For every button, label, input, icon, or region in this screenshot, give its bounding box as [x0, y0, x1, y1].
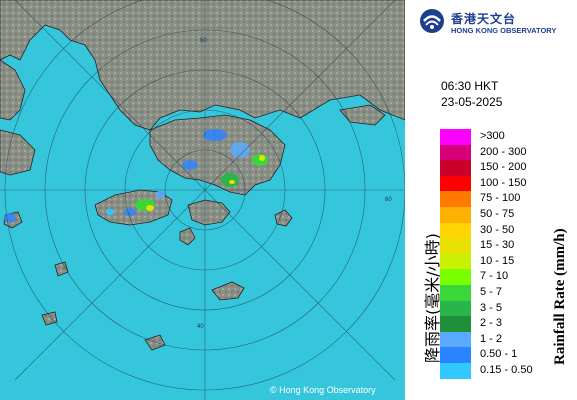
legend-label: 75 - 100 — [480, 192, 521, 205]
org-name-cn: 香港天文台 — [451, 12, 517, 26]
legend-row: 0.50 - 1 — [440, 347, 565, 363]
legend-swatch — [440, 269, 471, 285]
legend-swatch — [440, 331, 471, 348]
legend-swatch — [440, 175, 471, 192]
legend-row: 200 - 300 — [440, 144, 565, 161]
legend-label: 5 - 7 — [480, 285, 503, 298]
west-coast — [0, 59, 26, 121]
copyright-text: © Hong Kong Observatory — [270, 385, 376, 395]
legend-label: >300 — [480, 130, 505, 142]
svg-text:降雨率(毫米/小時): 降雨率(毫米/小時) — [423, 233, 442, 363]
hong-kong-land — [149, 114, 286, 196]
axis-label-en: Rainfall Rate (mm/h) — [552, 228, 568, 365]
observation-time: 06:30 HKT — [441, 79, 499, 93]
legend-swatch — [440, 238, 471, 254]
legend-swatch — [440, 129, 471, 145]
legend-row: 0.15 - 0.50 — [440, 362, 565, 379]
observatory-logo-icon — [420, 9, 444, 33]
axis-label-cn: 降雨率(毫米/小時) — [423, 233, 442, 363]
legend-row: 150 - 200 — [440, 160, 565, 176]
rainfall-legend: >300 200 - 300 150 - 200 100 - 150 75 - 100 5… — [440, 129, 565, 379]
legend-label: 200 - 300 — [480, 145, 527, 158]
rain-echoes — [4, 129, 268, 223]
legend-row: 30 - 50 — [440, 222, 565, 239]
legend-label: 7 - 10 — [480, 270, 509, 283]
hong-kong-island — [187, 199, 231, 226]
legend-row: 100 - 150 — [440, 175, 565, 192]
legend-label: 15 - 30 — [480, 239, 515, 252]
legend-panel: 香港天文台 HONG KONG OBSERVATORY 06:30 HKT 23… — [405, 0, 577, 400]
range-rings — [0, 0, 405, 400]
legend-row: 10 - 15 — [440, 253, 565, 270]
legend-row: >300 — [440, 129, 565, 145]
legend-label: 10 - 15 — [480, 254, 515, 267]
legend-label: 2 - 3 — [480, 317, 503, 330]
observation-date: 23-05-2025 — [441, 95, 503, 109]
svg-text:Rainfall Rate (mm/h): Rainfall Rate (mm/h) — [552, 228, 568, 365]
legend-row: 5 - 7 — [440, 284, 565, 301]
legend-swatch — [440, 191, 471, 207]
legend-row: 2 - 3 — [440, 316, 565, 332]
legend-swatch — [440, 347, 471, 363]
legend-label: 30 - 50 — [480, 223, 515, 236]
west-peninsula — [0, 129, 36, 176]
legend-swatch — [440, 253, 471, 270]
legend-row: 3 - 5 — [440, 300, 565, 317]
legend-swatch — [440, 144, 471, 161]
legend-row: 7 - 10 — [440, 269, 565, 285]
legend-label: 1 - 2 — [480, 332, 503, 345]
legend-label: 50 - 75 — [480, 207, 515, 220]
legend-label: 0.15 - 0.50 — [480, 363, 533, 376]
radar-map-svg: 40 60 60 © Hong Kong Observatory — [0, 0, 405, 400]
island-lamma — [179, 227, 196, 246]
legend-swatch — [440, 160, 471, 176]
island-ne — [339, 104, 386, 126]
legend-label: 100 - 150 — [480, 176, 527, 189]
legend-row: 75 - 100 — [440, 191, 565, 207]
legend-label: 0.50 - 1 — [480, 348, 518, 361]
legend-row: 50 - 75 — [440, 206, 565, 223]
legend-swatch — [440, 284, 471, 301]
range-ring-label: 40 — [197, 324, 204, 330]
legend-swatch — [440, 206, 471, 223]
island-s2 — [41, 311, 58, 326]
legend-label: 150 - 200 — [480, 161, 527, 174]
legend-row: 15 - 30 — [440, 238, 565, 254]
legend-swatch — [440, 222, 471, 239]
legend-row: 1 - 2 — [440, 331, 565, 348]
radar-map: 40 60 60 © Hong Kong Observatory — [0, 0, 405, 400]
org-name-en: HONG KONG OBSERVATORY — [451, 26, 557, 35]
legend-swatch — [440, 362, 471, 379]
observatory-logo[interactable]: 香港天文台 HONG KONG OBSERVATORY — [415, 6, 575, 38]
legend-label: 3 - 5 — [480, 301, 503, 314]
legend-swatch — [440, 316, 471, 332]
range-ring-label: 60 — [385, 197, 392, 203]
island-east — [274, 209, 293, 227]
lantau-island — [94, 189, 173, 226]
range-ring-label: 60 — [200, 38, 207, 44]
island-w — [54, 261, 69, 277]
legend-swatch — [440, 300, 471, 317]
island-south — [211, 281, 245, 301]
